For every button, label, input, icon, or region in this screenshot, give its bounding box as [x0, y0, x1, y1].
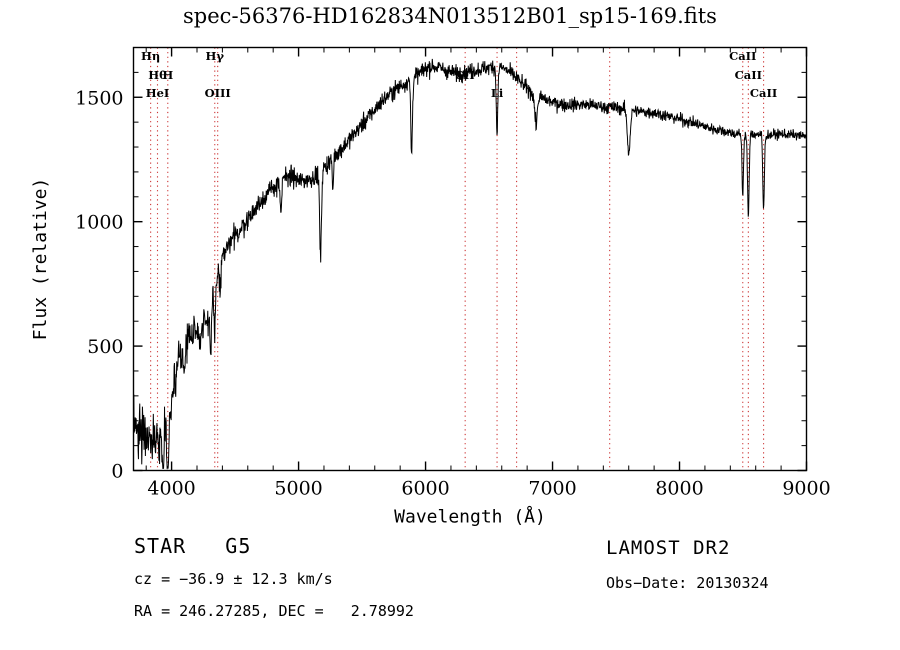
axes-frame-group — [132, 46, 808, 472]
x-tick-label: 8000 — [655, 478, 703, 500]
x-tick-label: 9000 — [782, 478, 830, 500]
spectral-line-label: Li — [491, 86, 504, 100]
spectral-line-label: SII — [456, 68, 475, 82]
coordinates-label: RA = 246.27285, DEC = 2.78992 — [134, 602, 414, 620]
obs-date-label: Obs−Date: 20130324 — [606, 574, 769, 592]
figure-title: spec-56376-HD162834N013512B01_sp15-169.f… — [183, 4, 717, 28]
y-tick-label: 1500 — [75, 87, 123, 109]
y-tick-label: 500 — [87, 336, 123, 358]
x-tick-label: 6000 — [401, 478, 449, 500]
x-tick-label: 4000 — [147, 478, 195, 500]
x-tick-label: 7000 — [528, 478, 576, 500]
line-markers-group — [150, 47, 765, 471]
radial-velocity-label: cz = −36.9 ± 12.3 km/s — [134, 570, 333, 588]
spectral-line-label: Hη — [141, 49, 160, 63]
y-tick-label: 0 — [111, 461, 123, 483]
spectral-line-label: HeI — [146, 86, 170, 100]
spectral-line-label: H — [162, 68, 173, 82]
spectral-line-label: OIII — [205, 86, 231, 100]
spectrum-curve-group — [133, 58, 807, 470]
object-type-label: STAR G5 — [134, 534, 252, 558]
spectral-line-label: CaII — [729, 49, 756, 63]
spectral-line-label: Hθ — [148, 68, 167, 82]
y-tick-label: 1000 — [75, 212, 123, 234]
y-axis-title: Flux (relative) — [30, 178, 51, 341]
line-annotations-group: Hη Hθ HeI H Hγ OIII SII Li CaII CaII CaII — [141, 49, 777, 100]
tick-labels-group: 4000 5000 6000 7000 8000 9000 0 500 1000 1500 — [75, 87, 831, 499]
x-tick-label: 5000 — [274, 478, 322, 500]
spectrum-curve — [133, 58, 807, 470]
spectral-line-label: CaII — [750, 86, 777, 100]
x-axis-title: Wavelength (Å) — [394, 506, 546, 528]
spectral-line-label: CaII — [735, 68, 762, 82]
plot-frame — [132, 46, 808, 472]
axis-titles-group: Wavelength (Å) Flux (relative) — [30, 178, 546, 528]
survey-label: LAMOST DR2 — [606, 537, 731, 559]
spectral-line-label: Hγ — [206, 49, 225, 63]
